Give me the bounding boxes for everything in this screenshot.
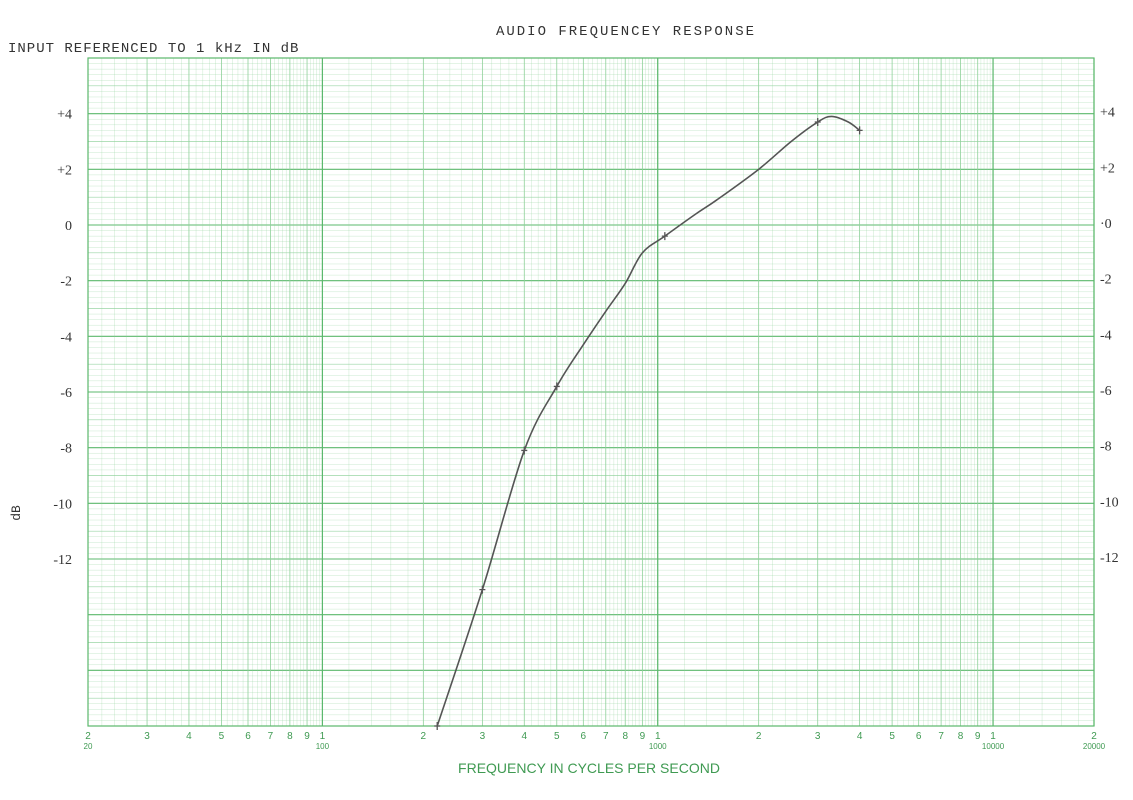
x-tick-digit: 2 (85, 731, 91, 742)
x-tick-digit: 6 (581, 731, 587, 742)
data-point-marker (814, 118, 821, 127)
x-tick-digit: 6 (916, 731, 922, 742)
x-tick-digit: 7 (938, 731, 944, 742)
x-tick-digit: 5 (889, 731, 895, 742)
y-tick-label-right: +4 (1100, 106, 1115, 121)
x-tick-digit: 9 (304, 731, 310, 742)
x-tick-digit: 1 (655, 731, 661, 742)
x-tick-digit: 9 (640, 731, 646, 742)
y-tick-label-left: -10 (53, 497, 72, 512)
y-tick-label-right: -10 (1100, 495, 1119, 510)
data-point-marker (434, 722, 441, 730)
x-tick-digit: 2 (421, 731, 427, 742)
y-tick-label-left: -4 (60, 330, 72, 345)
x-tick-digit: 2 (1091, 731, 1097, 742)
y-tick-label-left: +4 (57, 108, 72, 123)
y-tick-label-right: -4 (1100, 328, 1112, 343)
x-tick-decade-label: 1000 (649, 742, 667, 751)
x-tick-digit: 7 (603, 731, 609, 742)
x-tick-digit: 5 (554, 731, 560, 742)
y-ticks-left: +4 +2 0 -2 -4 -6 -8 -10 -12 (53, 108, 72, 568)
x-tick-digit: 4 (521, 731, 527, 742)
x-tick-digit: 8 (958, 731, 964, 742)
data-point-marker (553, 382, 560, 391)
y-tick-label-right: -8 (1100, 440, 1112, 455)
x-tick-digit: 2 (756, 731, 762, 742)
y-tick-label-right: +2 (1100, 161, 1115, 176)
data-point-marker (521, 446, 528, 455)
x-tick-digit: 1 (990, 731, 996, 742)
y-tick-label-left: -8 (60, 442, 72, 457)
x-axis-label: FREQUENCY IN CYCLES PER SECOND (458, 760, 720, 776)
y-tick-label-left: -12 (53, 553, 72, 568)
y-ticks-right: +4 +2 ·0 -2 -4 -6 -8 -10 -12 (1100, 106, 1119, 566)
x-tick-digit: 4 (186, 731, 192, 742)
y-tick-label-left: 0 (65, 219, 72, 234)
x-tick-digit: 7 (268, 731, 274, 742)
x-tick-digit: 3 (144, 731, 150, 742)
x-tick-decade-label: 100 (316, 742, 330, 751)
data-point-marker (479, 585, 486, 594)
x-tick-decade-label: 20000 (1083, 742, 1106, 751)
x-tick-digit: 3 (480, 731, 486, 742)
x-tick-digit: 3 (815, 731, 821, 742)
x-tick-digit: 4 (857, 731, 863, 742)
y-axis-label: dB (9, 505, 24, 521)
chart-subtitle: INPUT REFERENCED TO 1 kHz IN dB (8, 41, 299, 57)
data-point-marker (856, 126, 863, 135)
x-tick-digit: 6 (245, 731, 251, 742)
x-tick-digit: 9 (975, 731, 981, 742)
x-tick-digit: 8 (622, 731, 628, 742)
x-tick-decade-label: 20 (84, 742, 93, 751)
plot-frame (87, 57, 1095, 727)
y-tick-label-right: -6 (1100, 384, 1112, 399)
x-tick-digit: 1 (320, 731, 326, 742)
x-tick-digit: 8 (287, 731, 293, 742)
response-curve (434, 115, 863, 730)
data-point-marker (661, 232, 668, 241)
y-tick-label-left: -6 (60, 386, 72, 401)
y-tick-label-right: -12 (1100, 551, 1119, 566)
x-tick-decade-label: 10000 (982, 742, 1005, 751)
y-tick-label-left: -2 (60, 275, 72, 290)
y-tick-label-right: ·0 (1100, 217, 1112, 232)
y-tick-label-left: +2 (57, 163, 72, 178)
x-tick-digit: 5 (219, 731, 225, 742)
chart-title: AUDIO FREQUENCEY RESPONSE (496, 24, 756, 40)
grid (87, 57, 1095, 727)
y-tick-label-right: -2 (1100, 273, 1112, 288)
